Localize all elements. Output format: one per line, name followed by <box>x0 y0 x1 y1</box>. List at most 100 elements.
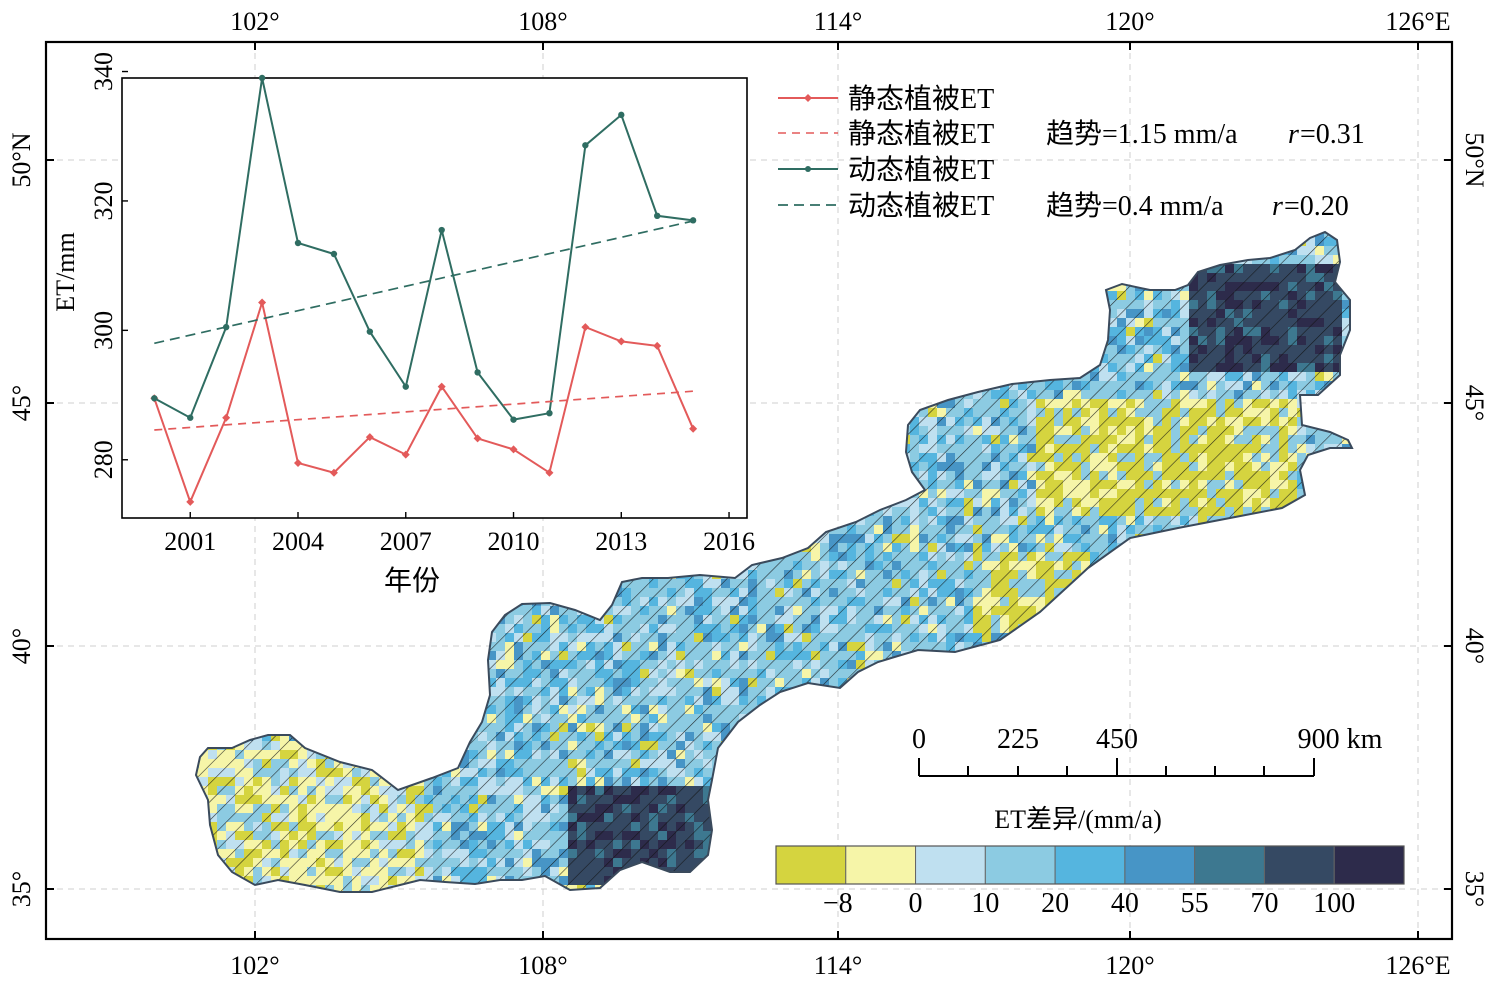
lon-label: 102° <box>230 951 279 980</box>
inset-plot-area <box>121 77 748 519</box>
data-point <box>258 74 266 82</box>
colorbar-swatch <box>1194 845 1265 885</box>
lon-label: 120° <box>1105 951 1154 980</box>
data-point <box>582 142 589 149</box>
data-point <box>473 434 482 443</box>
legend-label: 动态植被ET <box>848 154 994 186</box>
series-line-3 <box>154 220 694 345</box>
colorbar-swatch <box>984 845 1056 885</box>
colorbar-tick-label: 55 <box>1181 888 1209 919</box>
data-point <box>437 382 446 391</box>
lat-label: 45° <box>7 385 36 421</box>
data-point <box>654 212 661 220</box>
colorbar-swatch <box>1124 845 1196 885</box>
x-tick-label: 2010 <box>488 527 540 556</box>
data-point <box>401 450 410 459</box>
data-point <box>222 413 231 422</box>
legend-item-static-et: 静态植被ET <box>778 83 994 115</box>
lon-label: 102° <box>230 7 279 36</box>
lon-label: 126°E <box>1385 7 1450 36</box>
colorbar-tick-label: 0 <box>909 888 923 919</box>
legend-item-dynamic-et: 动态植被ET <box>778 154 994 186</box>
y-tick-label: 320 <box>89 181 118 220</box>
y-tick-label: 340 <box>89 52 118 91</box>
data-point <box>186 497 195 506</box>
colorbar-tick-label: 20 <box>1041 888 1069 919</box>
inset-x-axis-label: 年份 <box>384 565 440 597</box>
y-tick-label: 280 <box>89 440 118 479</box>
data-point <box>366 328 374 335</box>
colorbar-swatch <box>1333 845 1405 885</box>
data-point <box>151 395 158 402</box>
data-point <box>258 298 267 307</box>
legend-label: 静态植被ET <box>848 118 994 150</box>
lat-label: 50°N <box>1460 132 1489 187</box>
data-point <box>474 369 481 376</box>
data-point <box>329 468 338 477</box>
data-point <box>438 226 445 234</box>
longitude-labels-bottom: 102° 108° 114° 120° 126°E <box>230 951 1450 980</box>
series-line-0 <box>153 298 695 505</box>
colorbar-swatches <box>775 845 1405 885</box>
lat-label: 45° <box>1460 385 1489 421</box>
data-point <box>618 111 625 119</box>
scale-label: 900 km <box>1298 724 1383 755</box>
colorbar-swatch <box>845 845 917 885</box>
scale-label: 225 <box>997 724 1039 755</box>
data-point <box>294 239 302 247</box>
legend-trend: 趋势=0.4 mm/a <box>1046 190 1224 222</box>
series-line-2 <box>154 390 694 431</box>
data-point <box>617 337 626 346</box>
colorbar-swatch <box>915 845 986 885</box>
legend-r-symbol: r <box>1288 119 1299 150</box>
lon-label: 108° <box>518 7 567 36</box>
inset-series-group <box>150 74 698 506</box>
latitude-labels-right: 50°N 45° 40° 35° <box>1460 132 1489 907</box>
legend-r-value: =0.31 <box>1300 119 1365 150</box>
scale-bar: 0 225 450 900 km <box>912 724 1383 777</box>
lat-label: 40° <box>7 628 36 664</box>
data-point <box>330 250 338 258</box>
inset-y-axis-label: ET/mm <box>51 232 80 311</box>
data-point <box>509 445 518 454</box>
longitude-labels-top: 102° 108° 114° 120° 126°E <box>230 7 1450 36</box>
data-point <box>689 217 697 224</box>
colorbar: ET差异/(mm/a) −8 0 10 20 40 55 70 100 <box>775 805 1405 919</box>
legend-item-dynamic-trend: 动态植被ET 趋势=0.4 mm/a r =0.20 <box>778 190 1349 222</box>
scale-label: 0 <box>912 724 926 755</box>
x-tick-label: 2004 <box>272 527 324 556</box>
legend-r-value: =0.20 <box>1284 191 1349 222</box>
data-point <box>365 433 374 442</box>
legend-trend: 趋势=1.15 mm/a <box>1046 118 1238 150</box>
lat-label: 40° <box>1460 628 1489 664</box>
lon-label: 126°E <box>1385 951 1450 980</box>
scale-label: 450 <box>1096 724 1138 755</box>
colorbar-tick-label: 70 <box>1250 888 1278 919</box>
y-tick-label: 300 <box>89 311 118 350</box>
lon-label: 108° <box>518 951 567 980</box>
legend: 静态植被ET 静态植被ET 趋势=1.15 mm/a r =0.31 动态植被E… <box>778 83 1365 222</box>
x-tick-label: 2016 <box>703 527 755 556</box>
lat-label: 35° <box>1460 871 1489 907</box>
colorbar-tick-label: 100 <box>1313 888 1355 919</box>
data-point <box>402 383 409 390</box>
inset-axis-ticks: 2001 2004 2007 2010 2013 2016 280 300 320 340 <box>89 52 755 556</box>
data-point <box>545 468 554 477</box>
colorbar-tick-labels: −8 0 10 20 40 55 70 100 <box>823 888 1355 919</box>
data-point <box>581 323 590 332</box>
colorbar-title: ET差异/(mm/a) <box>994 805 1162 834</box>
map-frame <box>44 40 1454 941</box>
lat-label: 50°N <box>7 132 36 187</box>
x-tick-label: 2007 <box>380 527 432 556</box>
lon-label: 120° <box>1105 7 1154 36</box>
x-tick-label: 2001 <box>164 527 216 556</box>
colorbar-tick-label: −8 <box>823 888 853 919</box>
data-point <box>546 409 553 417</box>
legend-label: 静态植被ET <box>848 83 994 115</box>
latitude-labels-left: 50°N 45° 40° 35° <box>7 132 36 907</box>
lon-label: 114° <box>814 951 862 980</box>
colorbar-swatch <box>1054 845 1126 885</box>
colorbar-swatch <box>775 845 847 885</box>
